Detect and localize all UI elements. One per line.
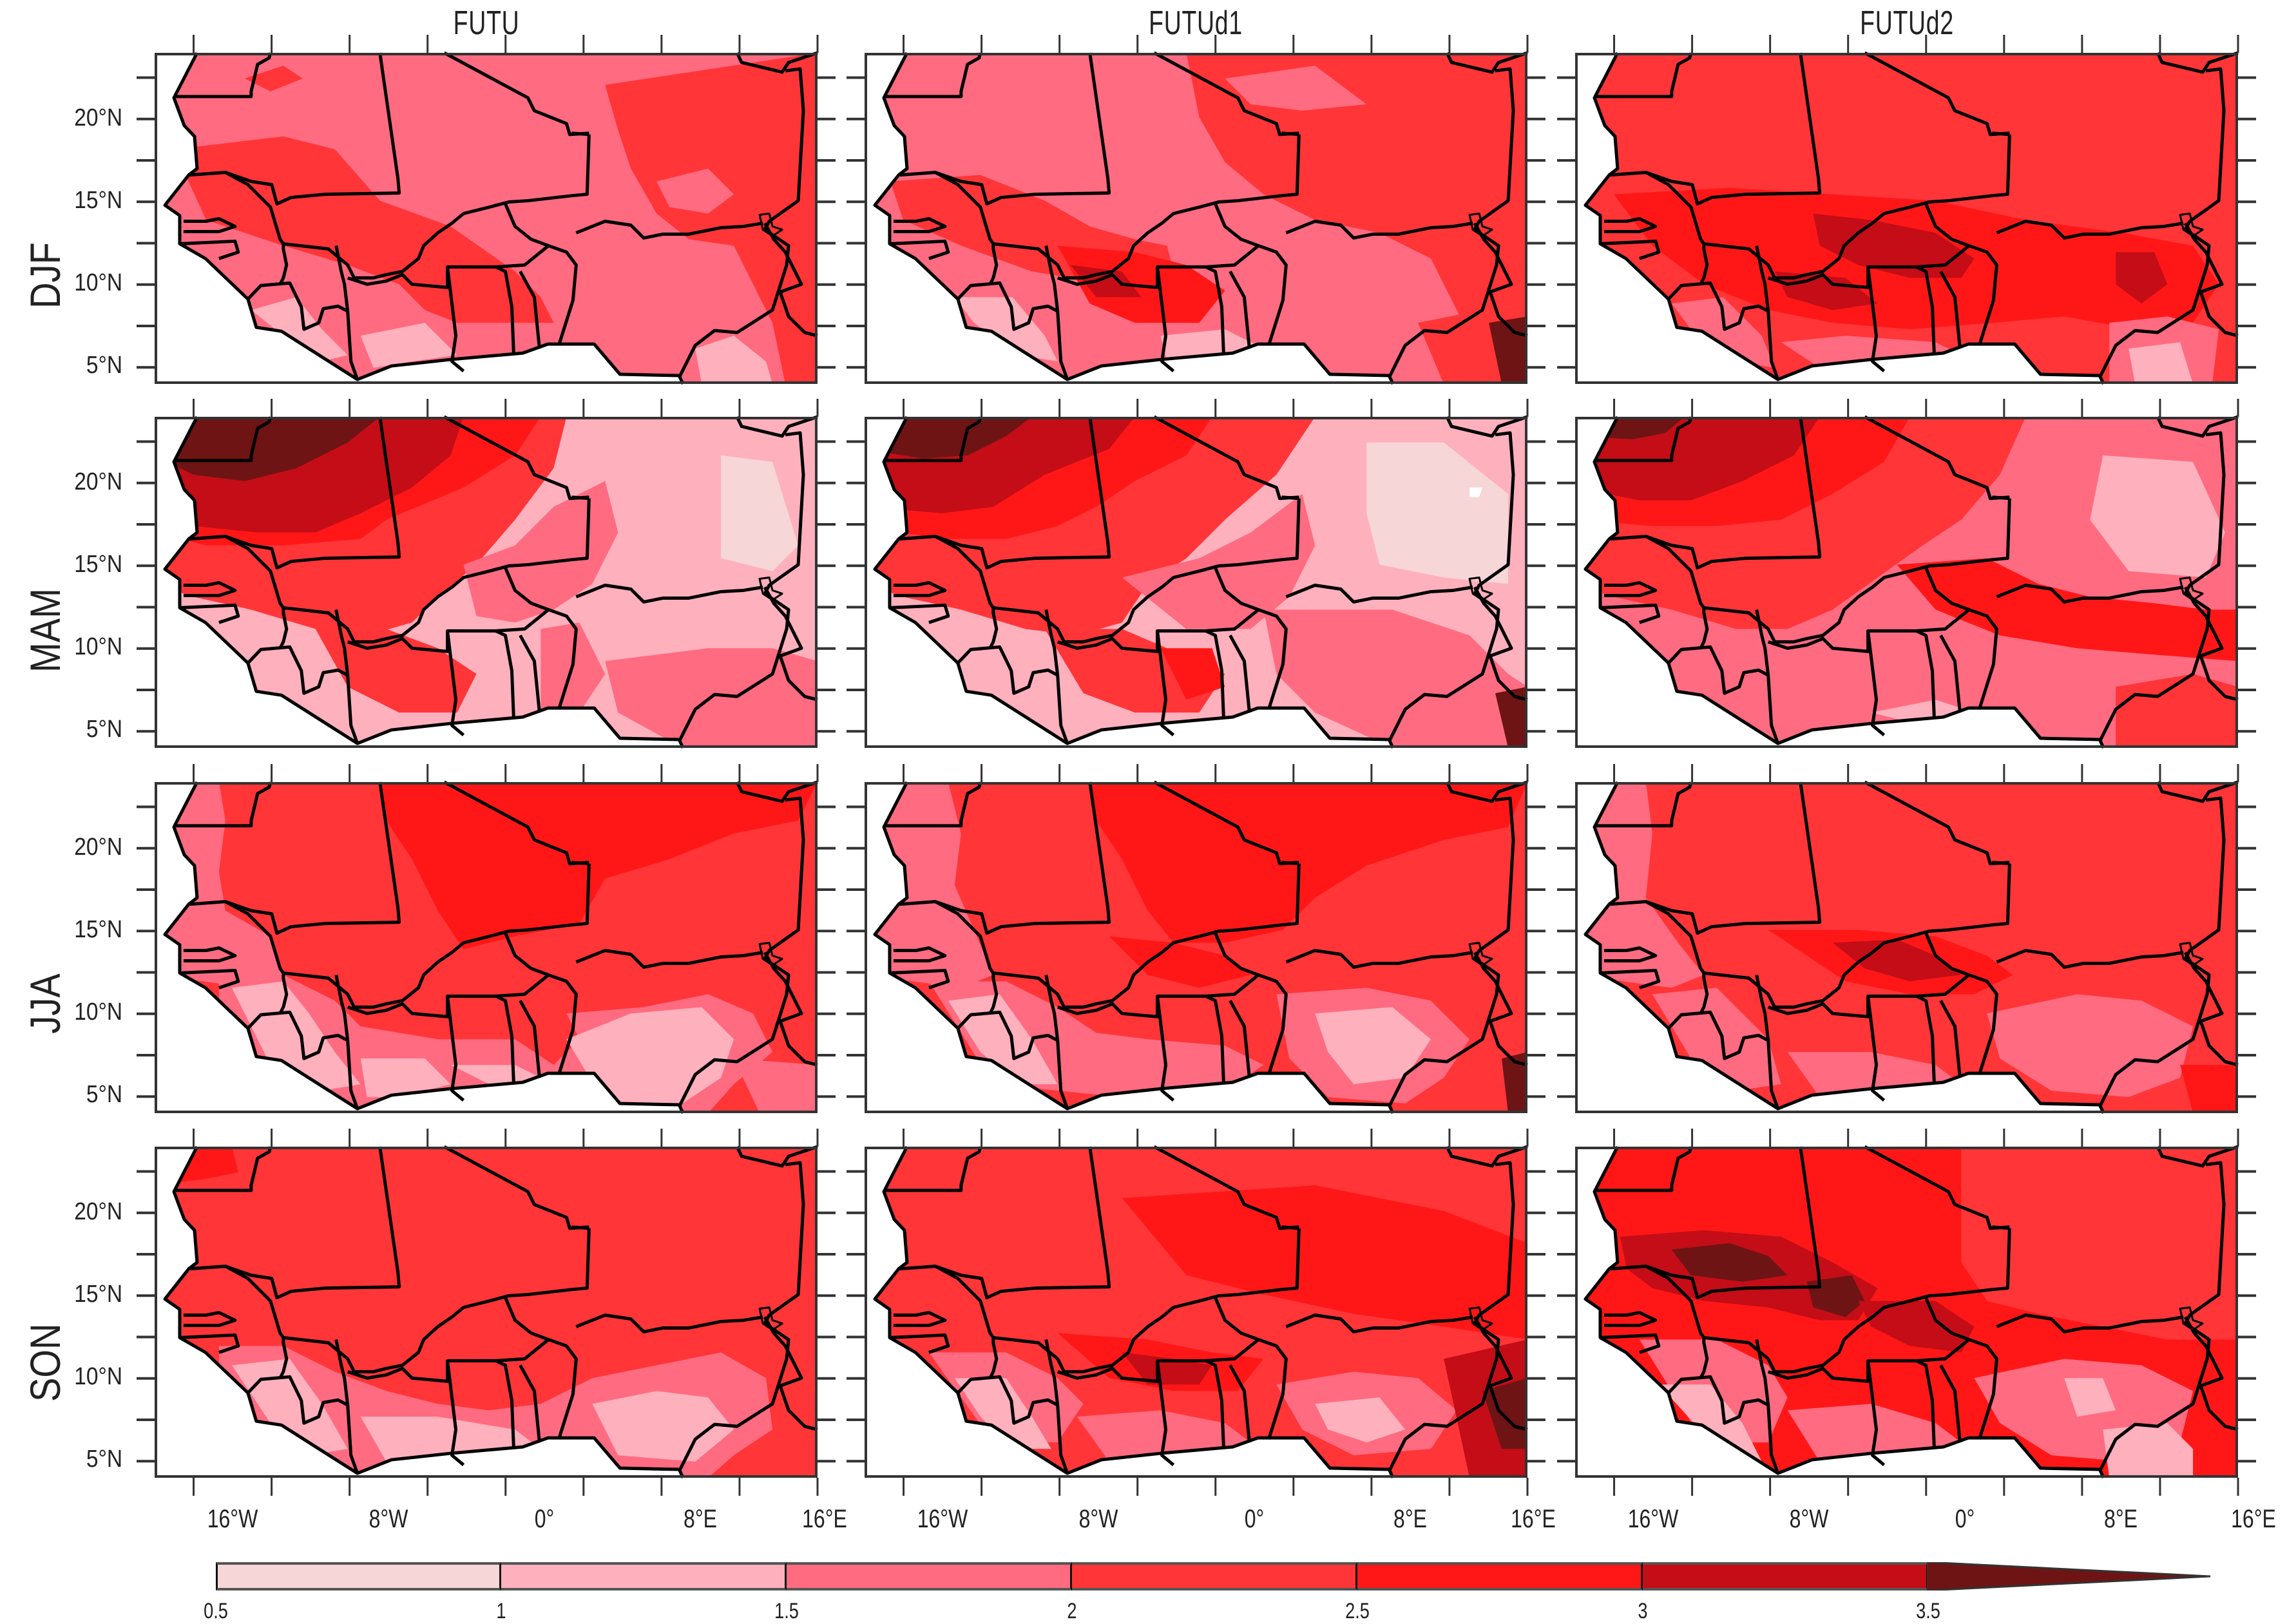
ytick-label: 10°N <box>74 1363 122 1390</box>
map-panel-mam-futud2 <box>1575 417 2238 748</box>
contour-map <box>865 1147 1527 1478</box>
ytick-label: 20°N <box>74 468 122 495</box>
ytick-label: 5°N <box>86 716 122 743</box>
colorbar-label: 2.5 <box>1345 1599 1370 1623</box>
ytick-label: 20°N <box>74 1198 122 1225</box>
colorbar-segment <box>501 1562 787 1591</box>
map-panel-son-futu <box>155 1147 818 1478</box>
xtick-label: 16°W <box>917 1505 968 1533</box>
contour-map <box>1575 53 2238 384</box>
contour-map <box>155 1147 818 1478</box>
contour-map <box>155 53 818 384</box>
ytick-label: 15°N <box>74 1281 122 1308</box>
map-panel-jja-futud1 <box>865 782 1527 1113</box>
ytick-label: 5°N <box>86 352 122 379</box>
colorbar-label: 3 <box>1638 1599 1648 1623</box>
ytick-label: 20°N <box>74 834 122 861</box>
colorbar-label: 1.5 <box>774 1599 799 1623</box>
xtick-label: 8°W <box>368 1505 408 1533</box>
map-panel-mam-futud1 <box>865 417 1527 748</box>
colorbar <box>216 1562 2213 1591</box>
xtick-label: 8°E <box>1393 1505 1427 1533</box>
ytick-label: 20°N <box>74 104 122 131</box>
ytick-label: 15°N <box>74 916 122 943</box>
xtick-label: 16°W <box>207 1505 258 1533</box>
contour-map <box>155 782 818 1113</box>
ytick-label: 15°N <box>74 187 122 214</box>
ytick-label: 10°N <box>74 269 122 296</box>
xtick-label: 0° <box>534 1505 555 1533</box>
colorbar-label: 2 <box>1067 1599 1077 1623</box>
xtick-label: 8°E <box>684 1505 717 1533</box>
contour-map <box>1575 782 2238 1113</box>
map-panel-mam-futu <box>155 417 818 748</box>
column-title-futud1: FUTUd1 <box>1149 5 1243 42</box>
contour-map <box>865 417 1527 748</box>
colorbar-segment <box>216 1562 501 1591</box>
xtick-label: 8°W <box>1078 1505 1118 1533</box>
xtick-label: 16°E <box>802 1505 847 1533</box>
colorbar-segment <box>1072 1562 1357 1591</box>
xtick-label: 8°E <box>2104 1505 2138 1533</box>
contour-map <box>865 782 1527 1113</box>
colorbar-segment <box>787 1562 1072 1591</box>
map-panel-son-futud2 <box>1575 1147 2238 1478</box>
ytick-label: 10°N <box>74 633 122 660</box>
xtick-label: 0° <box>1955 1505 1975 1533</box>
column-title-futud2: FUTUd2 <box>1860 5 1954 42</box>
colorbar-label: 0.5 <box>204 1599 228 1623</box>
contour-map <box>1575 417 2238 748</box>
xtick-label: 16°E <box>2231 1505 2276 1533</box>
map-panel-jja-futu <box>155 782 818 1113</box>
colorbar-label: 3.5 <box>1916 1599 1940 1623</box>
ytick-label: 5°N <box>86 1446 122 1473</box>
xtick-label: 16°W <box>1627 1505 1679 1533</box>
column-title-futu: FUTU <box>453 5 520 42</box>
colorbar-label: 1 <box>496 1599 506 1623</box>
contour-map <box>155 417 818 748</box>
xtick-label: 8°W <box>1789 1505 1829 1533</box>
ytick-label: 10°N <box>74 998 122 1026</box>
colorbar-segment <box>1643 1562 1928 1591</box>
map-panel-jja-futud2 <box>1575 782 2238 1113</box>
xtick-label: 0° <box>1244 1505 1265 1533</box>
map-panel-djf-futu <box>155 53 818 384</box>
ytick-label: 15°N <box>74 551 122 578</box>
contour-map <box>1575 1147 2238 1478</box>
colorbar-segment <box>1357 1562 1643 1591</box>
colorbar-extend-triangle <box>1927 1562 2211 1591</box>
ytick-label: 5°N <box>86 1081 122 1108</box>
contour-map <box>865 53 1527 384</box>
xtick-label: 16°E <box>1511 1505 1556 1533</box>
